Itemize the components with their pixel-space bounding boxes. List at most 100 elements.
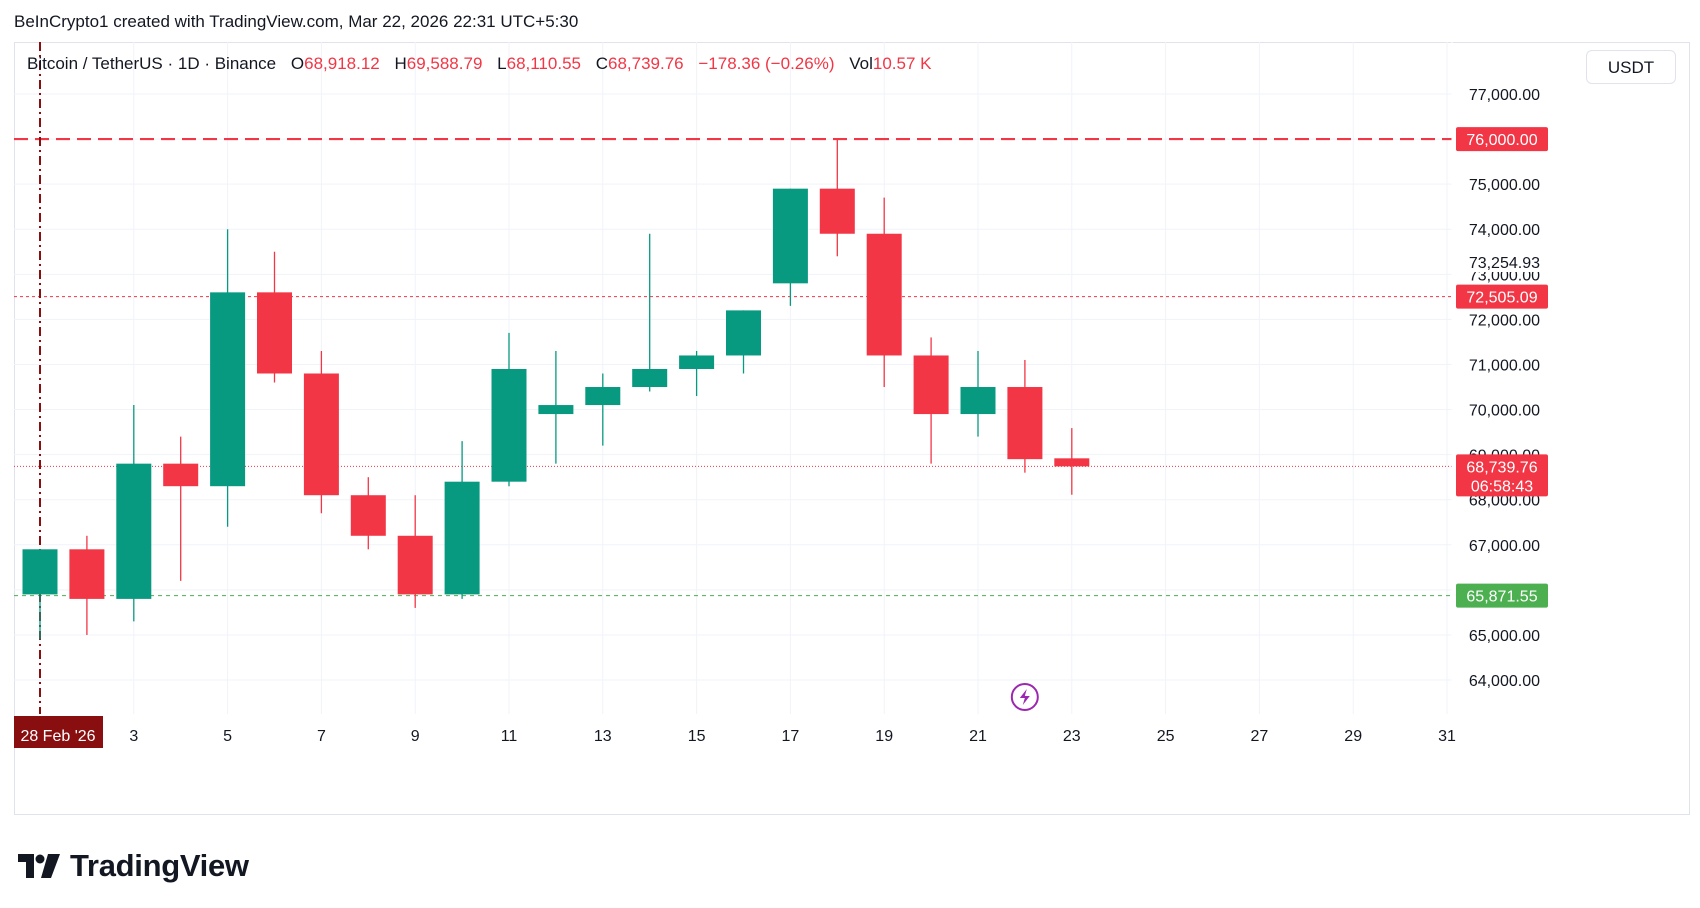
level-badge-mid (1456, 284, 1548, 309)
candle[interactable] (22, 549, 58, 640)
candle-body (69, 549, 105, 599)
candles[interactable] (22, 139, 1090, 640)
candle[interactable] (444, 441, 480, 599)
candle-body (1054, 458, 1090, 467)
candle-body (679, 355, 715, 369)
candle[interactable] (679, 350, 715, 397)
candle[interactable] (819, 139, 855, 257)
candle[interactable] (960, 350, 996, 437)
candle-body (22, 549, 58, 595)
candle-body (116, 463, 152, 599)
candle-body (303, 373, 339, 496)
close-value: 68,739.76 (608, 54, 684, 73)
chart-credit: BeInCrypto1 created with TradingView.com… (14, 12, 579, 31)
currency-button[interactable]: USDT (1586, 50, 1676, 84)
candle-body (632, 368, 668, 388)
high-label: H (394, 54, 407, 73)
high-value: 69,588.79 (406, 54, 483, 73)
level-label-support: 65,871.55 (1466, 589, 1537, 606)
chart-frame (14, 42, 1690, 815)
candle-body (491, 368, 527, 482)
price-tick-label: 68,000.00 (1469, 493, 1540, 510)
date-tick-label: 17 (782, 728, 800, 745)
candle[interactable] (303, 350, 339, 514)
price-tick-label: 67,000.00 (1469, 538, 1540, 555)
candle-body (772, 188, 808, 284)
price-tick-label: 64,000.00 (1469, 673, 1540, 690)
candle-body (397, 535, 433, 595)
date-tick-label: 27 (1251, 728, 1269, 745)
level-label-mid: 72,505.09 (1466, 290, 1537, 307)
countdown-label: 06:58:43 (1471, 478, 1533, 495)
candle[interactable] (350, 477, 386, 550)
level-badge-last (1456, 454, 1548, 497)
candle[interactable] (913, 337, 949, 464)
date-tick-label: 7 (317, 728, 326, 745)
volume-label: Vol (849, 54, 873, 73)
level-badge-support (1456, 583, 1548, 608)
crosshair-date-badge (14, 716, 103, 748)
level-badge-resistance (1456, 127, 1548, 152)
candle[interactable] (632, 233, 668, 392)
candle[interactable] (538, 350, 574, 464)
candle[interactable] (116, 405, 152, 622)
candle[interactable] (210, 229, 246, 527)
date-tick-label: 15 (688, 728, 706, 745)
price-tick-label: 77,000.00 (1469, 87, 1540, 104)
candle[interactable] (163, 436, 199, 581)
candle[interactable] (397, 495, 433, 608)
candle-body (163, 463, 199, 487)
crosshair-price-label: 73,254.93 (1469, 255, 1540, 272)
candle[interactable] (257, 251, 292, 383)
candle-body (819, 188, 855, 234)
price-tick-label: 70,000.00 (1469, 403, 1540, 420)
lightning-icon[interactable] (1010, 683, 1039, 711)
date-tick-label: 25 (1157, 728, 1175, 745)
symbol-legend: Bitcoin / TetherUS · 1D · Binance O68,91… (27, 54, 931, 74)
candle[interactable] (726, 310, 761, 374)
candle[interactable] (866, 197, 902, 388)
date-tick-label: 3 (129, 728, 138, 745)
candle[interactable] (491, 332, 527, 487)
price-axis: 64,000.0065,000.0066,000.0067,000.0068,0… (1451, 42, 1548, 752)
candle-body (913, 355, 949, 415)
price-tick-label: 74,000.00 (1469, 222, 1540, 239)
symbol-title[interactable]: Bitcoin / TetherUS · 1D · Binance (27, 54, 277, 73)
date-tick-label: 23 (1063, 728, 1081, 745)
level-label-resistance: 76,000.00 (1466, 132, 1537, 149)
event-markers[interactable] (1010, 683, 1039, 711)
lightning-icon-bolt (1019, 689, 1030, 705)
tradingview-logo-icon (18, 854, 60, 878)
tradingview-logo[interactable]: TradingView (18, 848, 249, 884)
candle-body (444, 481, 480, 595)
date-tick-label: 5 (223, 728, 232, 745)
open-label: O (290, 54, 305, 73)
date-tick-label: 11 (501, 728, 518, 745)
candle-body (960, 387, 996, 415)
candle-body (538, 405, 574, 415)
crosshair-date-label: 28 Feb '26 (20, 728, 95, 745)
price-tick-label: 71,000.00 (1469, 357, 1540, 374)
candle-body (1007, 387, 1043, 460)
date-tick-label: 19 (875, 728, 893, 745)
candle-body (257, 292, 292, 374)
candle-body (726, 310, 761, 356)
date-tick-label: 21 (969, 728, 987, 745)
date-tick-label: 29 (1344, 728, 1362, 745)
date-tick-label: 9 (411, 728, 420, 745)
candlestick-chart[interactable]: 64,000.0065,000.0066,000.0067,000.0068,0… (0, 0, 1700, 830)
open-value: 68,918.12 (304, 54, 380, 73)
candle-body (210, 292, 246, 487)
candle-body (350, 495, 386, 536)
brand-name: TradingView (70, 848, 249, 883)
volume-value: 10.57 K (872, 54, 932, 73)
candle[interactable] (1054, 428, 1090, 495)
candle[interactable] (1007, 359, 1043, 473)
candle[interactable] (69, 535, 105, 635)
candle[interactable] (585, 373, 621, 446)
time-axis: 3 5 7 9 11 13 15 17 19 21 23 25 27 29 31 28 Feb '26 (14, 716, 1456, 748)
crosshair-price-bg (1460, 250, 1548, 272)
candle-body (866, 233, 902, 356)
low-label: L (497, 54, 507, 73)
candle[interactable] (772, 188, 808, 306)
